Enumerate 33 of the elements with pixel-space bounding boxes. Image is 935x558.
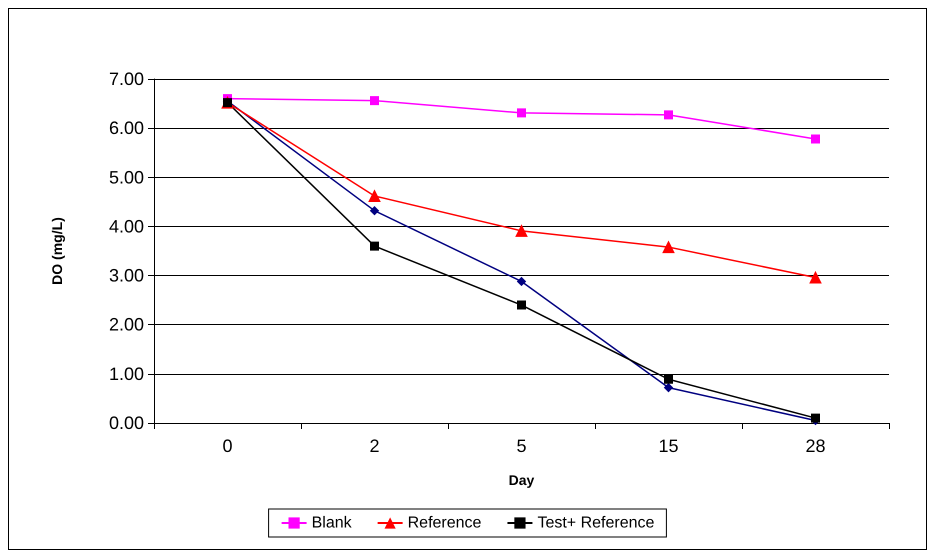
point	[811, 414, 820, 423]
y-tick-label: 6.00	[108, 118, 144, 138]
x-tick-label: 15	[658, 436, 679, 456]
point	[517, 108, 526, 118]
x-axis-title: Day	[508, 472, 535, 488]
y-tick-label: 2.00	[108, 314, 144, 335]
legend-label: Test+ Reference	[537, 514, 654, 532]
point	[516, 224, 528, 237]
x-tick-label: 2	[369, 436, 380, 456]
point	[664, 374, 673, 384]
y-tick-label: 5.00	[108, 167, 144, 188]
y-tick-label: 1.00	[108, 364, 144, 384]
x-tick-label: 0	[222, 436, 233, 456]
x-tick-label: 5	[516, 436, 527, 456]
point	[370, 242, 379, 251]
point	[664, 110, 673, 120]
y-tick-label: 0.00	[108, 413, 144, 433]
point	[517, 300, 526, 310]
y-tick-label: 4.00	[108, 216, 144, 236]
legend-label: Blank	[312, 514, 353, 532]
point	[664, 383, 673, 392]
point	[811, 134, 820, 144]
x-tick-label: 28	[805, 436, 826, 456]
y-axis-title: DO (mg/L)	[49, 217, 65, 285]
point	[517, 276, 526, 286]
point	[662, 241, 674, 254]
point	[368, 190, 380, 202]
point	[370, 206, 379, 216]
point	[370, 96, 379, 106]
y-tick-label: 3.00	[108, 266, 144, 286]
y-tick-label: 7.00	[108, 69, 144, 89]
point	[810, 272, 822, 284]
legend-label: Reference	[408, 514, 482, 532]
